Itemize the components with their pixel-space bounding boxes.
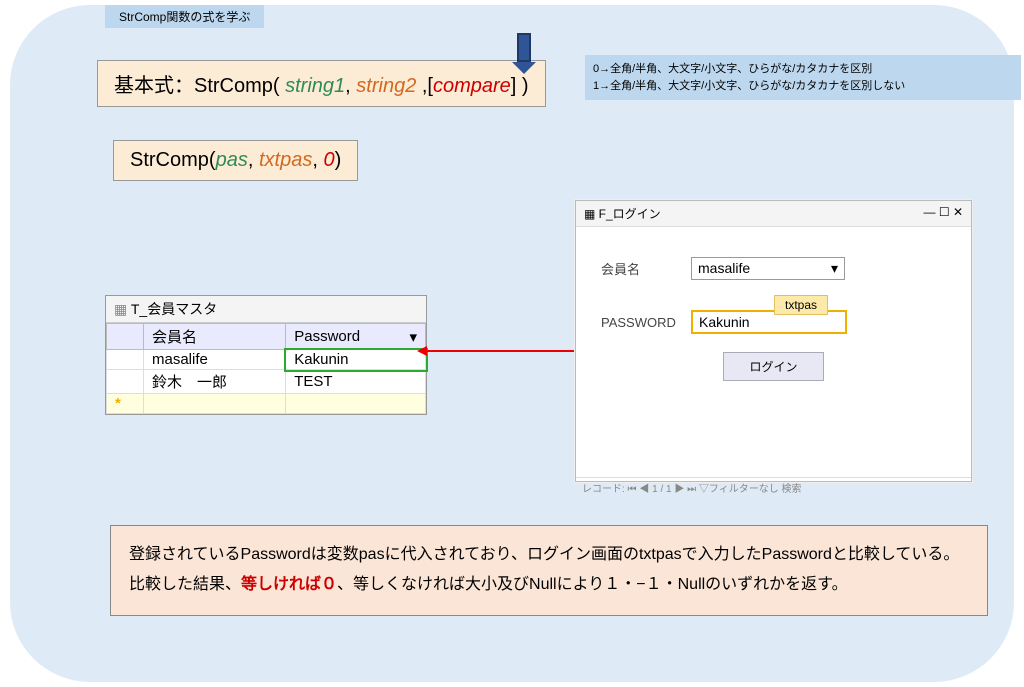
table-row: 鈴木 一郎 TEST — [107, 370, 426, 394]
slide-canvas: StrComp関数の式を学ぶ 基本式：StrComp( string1, str… — [10, 5, 1014, 682]
formula-arg2: txtpas — [259, 149, 312, 171]
table-row: masalife Kakunin — [107, 350, 426, 370]
formula-prefix: 基本式：StrComp( — [114, 75, 285, 97]
explanation-box: 登録されているPasswordは変数pasに代入されており、ログイン画面のtxt… — [110, 525, 988, 616]
formula-sep: , — [248, 149, 259, 171]
table-title: T_会員マスタ — [106, 296, 426, 323]
login-form-window: ▦ F_ログイン — ☐ ✕ 会員名 masalife▾ txtpas PASS… — [575, 200, 972, 482]
arrow-down-icon — [512, 33, 536, 74]
row-selector-header — [107, 324, 144, 350]
formula-arg1: string1 — [285, 75, 345, 97]
table-header: Password ▾ — [286, 324, 426, 350]
formula-sep: , — [312, 149, 323, 171]
explain-line: 登録されているPasswordは変数pasに代入されており、ログイン画面のtxt… — [129, 540, 969, 570]
table-cell: 鈴木 一郎 — [144, 370, 286, 394]
label-password: PASSWORD — [601, 315, 691, 330]
table-cell: TEST — [286, 370, 426, 394]
form-titlebar: ▦ F_ログイン — ☐ ✕ — [576, 201, 971, 227]
member-table: T_会員マスタ 会員名 Password ▾ masalife Kakunin … — [105, 295, 427, 415]
formula-arg3: compare — [433, 75, 511, 97]
note-line: 0→全角/半角、大文字/小文字、ひらがな/カタカナを区別 — [593, 61, 1013, 78]
explain-line: 比較した結果、等しければ０、等しくなければ大小及びNullにより１・−１・Nul… — [129, 570, 969, 600]
formula-suffix: ) — [335, 149, 342, 171]
formula-prefix: StrComp( — [130, 149, 216, 171]
formula-arg1: pas — [216, 149, 248, 171]
formula-sep: , — [345, 75, 356, 97]
formula-sep: ,[ — [416, 75, 433, 97]
login-button[interactable]: ログイン — [723, 352, 823, 381]
form-icon: ▦ — [584, 207, 599, 221]
table-header: 会員名 — [144, 324, 286, 350]
member-combo[interactable]: masalife▾ — [691, 257, 845, 280]
formula-arg3: 0 — [323, 149, 334, 171]
formula-arg2: string2 — [356, 75, 416, 97]
table-cell: masalife — [144, 350, 286, 370]
table-row-new: * — [107, 394, 426, 414]
formula-basic: 基本式：StrComp( string1, string2 ,[compare]… — [97, 60, 546, 107]
form-title: F_ログイン — [599, 207, 661, 221]
formula-suffix: ] ) — [511, 75, 529, 97]
window-controls[interactable]: — ☐ ✕ — [924, 205, 963, 222]
label-member: 会員名 — [601, 259, 691, 278]
txtpas-tag: txtpas — [774, 295, 828, 315]
table-cell-highlighted: Kakunin — [286, 350, 426, 370]
section-tab: StrComp関数の式を学ぶ — [105, 5, 264, 28]
compare-notes: 0→全角/半角、大文字/小文字、ひらがな/カタカナを区別 1→全角/半角、大文字… — [585, 55, 1021, 100]
form-statusbar: レコード: ⏮ ◀ 1 / 1 ▶ ⏭ ▽フィルターなし 検索 — [576, 477, 971, 497]
formula-example: StrComp(pas, txtpas, 0) — [113, 140, 358, 181]
note-line: 1→全角/半角、大文字/小文字、ひらがな/カタカナを区別しない — [593, 78, 1013, 95]
